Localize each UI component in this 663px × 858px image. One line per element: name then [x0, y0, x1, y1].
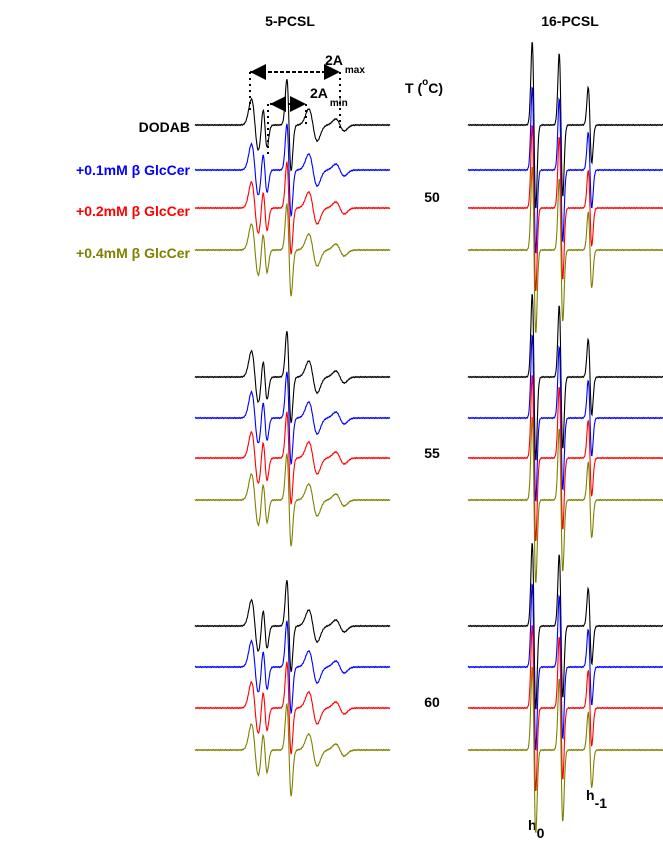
spectrum — [194, 661, 391, 755]
annotation-sub: max — [345, 65, 365, 76]
legend-label: +0.2mM β GlcCer — [76, 203, 191, 219]
temperature: 60 — [424, 694, 440, 710]
panel-title: 5-PCSL — [265, 13, 315, 29]
annotation-sub: -1 — [595, 795, 608, 811]
spectrum — [467, 416, 663, 583]
spectrum — [194, 702, 391, 797]
label-part: T ( — [405, 80, 422, 96]
annotation-text: 2A — [325, 52, 343, 68]
annotation-sub: 0 — [537, 825, 545, 841]
spectrum — [194, 123, 391, 218]
annotation-text: h — [586, 787, 595, 803]
spectrum — [467, 42, 663, 209]
spectrum — [467, 666, 663, 833]
spectrum — [467, 294, 663, 461]
panel-title: 16-PCSL — [541, 13, 599, 29]
spectrum — [194, 331, 391, 424]
spectrum — [467, 543, 663, 710]
annotation: h-1 — [586, 787, 607, 811]
spectrum — [194, 202, 391, 297]
label-part: C) — [428, 80, 443, 96]
temperature: 55 — [424, 445, 440, 461]
spectrum — [194, 580, 391, 673]
spectrum — [467, 166, 663, 333]
temperature: 50 — [424, 189, 440, 205]
temperature-label: T (oC) — [405, 77, 443, 96]
spectrum — [194, 411, 391, 505]
spectrum — [467, 125, 663, 292]
legend-label: DODAB — [139, 119, 190, 135]
spectrum — [194, 452, 391, 547]
annotation: 2Amin — [310, 85, 348, 109]
annotation-text: h — [528, 817, 537, 833]
spectrum — [194, 79, 391, 172]
legend-label: +0.1mM β GlcCer — [76, 162, 191, 178]
spectrum — [194, 161, 391, 255]
legend-label: +0.4mM β GlcCer — [76, 245, 191, 261]
degree: o — [422, 77, 428, 88]
annotation-text: 2A — [310, 85, 328, 101]
guide — [249, 72, 341, 128]
spectrum — [194, 371, 391, 466]
spectrum — [467, 334, 663, 502]
annotation-sub: min — [330, 98, 348, 109]
spectrum — [467, 583, 663, 751]
spectrum — [194, 620, 391, 715]
annotation: h0 — [528, 817, 545, 841]
spectrum — [467, 86, 663, 254]
spectrum — [467, 375, 663, 542]
spectrum — [467, 625, 663, 792]
guide — [267, 104, 307, 158]
